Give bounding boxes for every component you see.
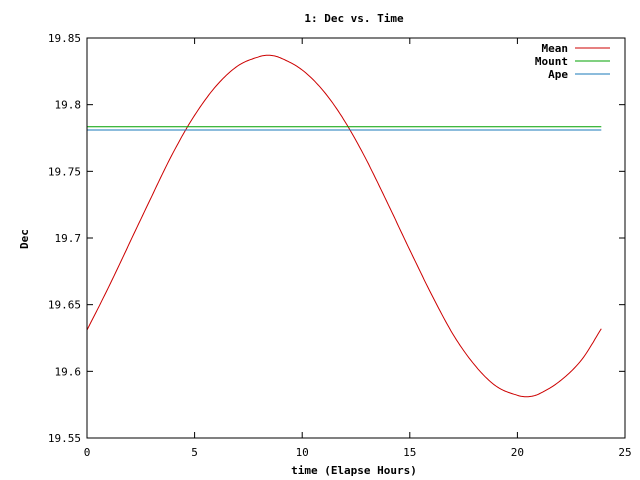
y-tick-label: 19.7 xyxy=(55,232,82,245)
axis-ticks: 0 5 10 15 20 25 19.55 19.6 19.65 19.7 19.75 19.8 19.… xyxy=(48,32,632,459)
series-layer xyxy=(86,54,602,398)
legend-label-ape: Ape xyxy=(548,68,568,81)
y-tick-label: 19.75 xyxy=(48,165,81,178)
legend-label-mean: Mean xyxy=(542,42,569,55)
x-tick-label: 0 xyxy=(84,446,91,459)
plot-frame xyxy=(86,37,626,439)
x-tick-label: 5 xyxy=(191,446,198,459)
series-line-mean xyxy=(86,54,602,398)
legend-label-mount: Mount xyxy=(535,55,568,68)
x-tick-label: 25 xyxy=(618,446,631,459)
y-tick-label: 19.8 xyxy=(55,99,82,112)
y-tick-label: 19.85 xyxy=(48,32,81,45)
x-axis-label: time (Elapse Hours) xyxy=(291,464,417,477)
y-tick-label: 19.65 xyxy=(48,299,81,312)
x-tick-label: 10 xyxy=(296,446,309,459)
y-axis-label: Dec xyxy=(18,229,31,249)
y-tick-label: 19.55 xyxy=(48,432,81,445)
x-tick-label: 20 xyxy=(511,446,524,459)
x-tick-label: 15 xyxy=(403,446,416,459)
chart-title: 1: Dec vs. Time xyxy=(304,12,404,25)
y-tick-label: 19.6 xyxy=(55,365,82,378)
